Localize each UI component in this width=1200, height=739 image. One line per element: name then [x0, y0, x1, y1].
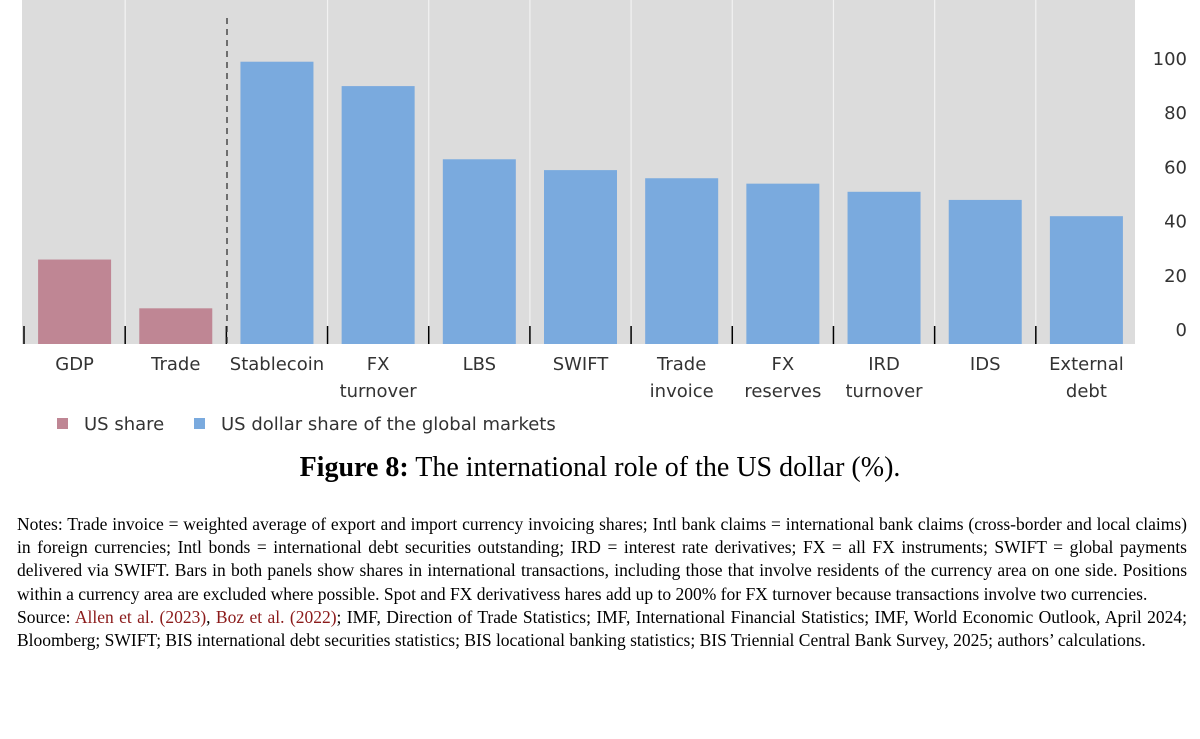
y-tick-label: 0: [1176, 320, 1187, 341]
bar: [341, 86, 415, 344]
bar: [442, 159, 516, 344]
y-tick-label: 80: [1164, 103, 1187, 124]
gridlines: [124, 0, 1037, 344]
bars: [23, 61, 1123, 345]
category-label: turnover: [340, 381, 418, 402]
bar: [746, 183, 820, 344]
legend-swatch: [194, 418, 205, 429]
x-axis-categories: GDP Trade Stablecoin FX turnover LBS SWIFT Trad…: [55, 354, 1123, 402]
category-label: LBS: [463, 354, 497, 375]
category-label: turnover: [845, 381, 923, 402]
legend: US share US dollar share of the global ma…: [57, 414, 556, 435]
category-label: Trade: [656, 354, 706, 375]
category-label: IRD: [868, 354, 900, 375]
bar: [847, 191, 921, 344]
legend-label: US dollar share of the global markets: [221, 414, 556, 435]
legend-swatch: [57, 418, 68, 429]
figure-notes: Notes: Trade invoice = weighted average …: [17, 513, 1187, 652]
figure-label: Figure 8:: [299, 452, 409, 483]
category-label: FX: [772, 354, 795, 375]
bar: [139, 308, 213, 344]
bar: [645, 178, 719, 344]
category-label: Trade: [150, 354, 200, 375]
y-tick-label: 100: [1153, 49, 1187, 70]
y-tick-label: 60: [1164, 157, 1187, 178]
figure-caption: Figure 8: The international role of the …: [0, 452, 1200, 484]
category-label: FX: [367, 354, 390, 375]
citation-separator: ,: [206, 606, 216, 627]
source-text: ; IMF, Direction of Trade Statistics; IM…: [17, 606, 1187, 651]
y-tick-label: 40: [1164, 212, 1187, 233]
y-axis-ticks: 0 20 40 60 80 100: [1153, 49, 1187, 341]
bar: [948, 199, 1022, 344]
category-label: External: [1049, 354, 1124, 375]
citation-boz[interactable]: Boz et al. (2022): [215, 606, 337, 627]
source-prefix: Source:: [17, 606, 75, 627]
y-tick-label: 20: [1164, 266, 1187, 287]
category-label: reserves: [744, 381, 821, 402]
bar: [240, 61, 314, 345]
category-label: GDP: [55, 354, 94, 375]
legend-label: US share: [84, 414, 164, 435]
bar: [38, 259, 112, 344]
category-label: Stablecoin: [230, 354, 324, 375]
category-label: SWIFT: [553, 354, 610, 375]
notes-text: Notes: Trade invoice = weighted average …: [17, 514, 1187, 604]
category-label: IDS: [970, 354, 1001, 375]
category-label: debt: [1066, 381, 1107, 402]
figure-title: The international role of the US dollar …: [415, 452, 901, 483]
bar: [1049, 216, 1123, 344]
bar: [544, 170, 617, 344]
citation-allen[interactable]: Allen et al. (2023): [74, 606, 207, 627]
category-label: invoice: [650, 381, 714, 402]
bar-chart: 0 20 40 60 80 100 GDP Trade Stablecoin FX turnove…: [22, 0, 1187, 435]
